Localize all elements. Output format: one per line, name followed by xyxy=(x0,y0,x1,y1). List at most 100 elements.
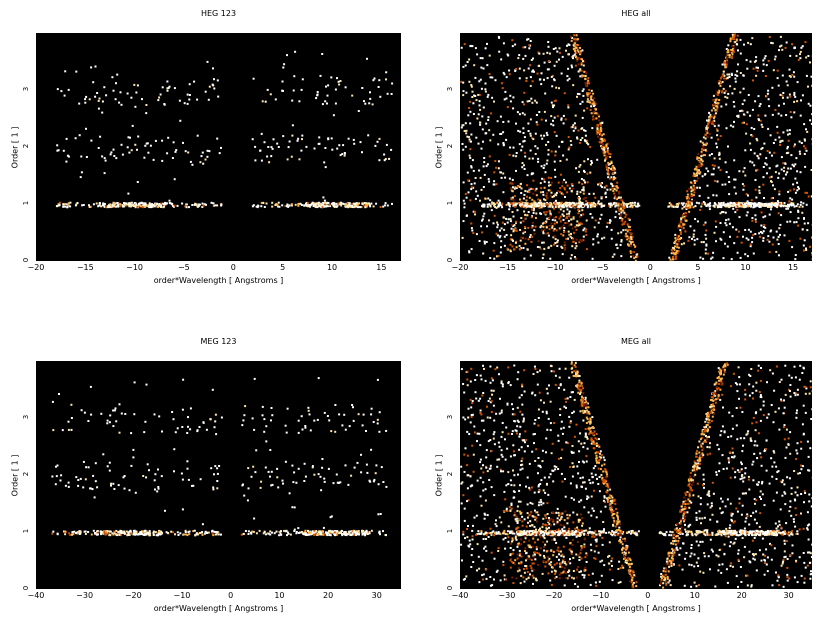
data-point xyxy=(152,534,155,536)
data-point xyxy=(503,235,506,238)
data-point xyxy=(468,251,471,254)
data-point xyxy=(490,533,493,536)
data-point xyxy=(152,530,155,533)
data-point xyxy=(607,161,610,164)
data-point xyxy=(352,138,355,141)
data-point xyxy=(605,164,608,167)
x-tick-label: 10 xyxy=(326,263,338,272)
data-point xyxy=(526,195,528,198)
data-point xyxy=(727,145,729,148)
data-point xyxy=(577,197,580,199)
data-point xyxy=(361,151,363,154)
data-point xyxy=(743,99,746,102)
data-point xyxy=(151,203,153,206)
data-point xyxy=(764,114,767,117)
data-point xyxy=(549,204,551,207)
data-point xyxy=(271,205,274,208)
data-point xyxy=(539,191,542,194)
data-point xyxy=(586,107,589,110)
data-point xyxy=(462,181,465,184)
data-point xyxy=(706,125,709,128)
data-point xyxy=(540,165,543,168)
data-point xyxy=(160,475,163,478)
data-point xyxy=(592,533,595,536)
data-point xyxy=(731,56,733,59)
data-point xyxy=(778,172,781,175)
data-point xyxy=(74,204,77,207)
data-point xyxy=(760,211,763,214)
data-point xyxy=(791,74,794,76)
data-point xyxy=(545,232,548,235)
data-point xyxy=(700,205,703,208)
data-point xyxy=(483,161,486,164)
data-point xyxy=(734,204,737,207)
data-point xyxy=(101,111,104,114)
data-point xyxy=(728,204,731,207)
data-point xyxy=(526,38,529,41)
data-point xyxy=(624,216,627,219)
data-point xyxy=(669,530,672,533)
data-point xyxy=(351,94,354,97)
data-point xyxy=(725,127,728,130)
data-point xyxy=(799,53,801,56)
data-point xyxy=(791,163,794,166)
data-point xyxy=(322,526,325,529)
data-point xyxy=(291,99,294,102)
data-point xyxy=(541,534,544,537)
data-point xyxy=(110,484,112,487)
data-point xyxy=(503,529,506,532)
data-point xyxy=(715,194,718,197)
data-point xyxy=(733,49,736,51)
data-point xyxy=(672,256,674,259)
data-point xyxy=(724,211,727,214)
data-point xyxy=(571,237,573,240)
data-point xyxy=(731,92,734,95)
data-point xyxy=(604,192,607,195)
data-point xyxy=(546,204,549,207)
data-point xyxy=(770,229,773,232)
data-point xyxy=(520,217,523,219)
data-point xyxy=(181,508,184,511)
data-point xyxy=(572,205,575,208)
data-point xyxy=(481,205,484,207)
data-point xyxy=(463,206,466,209)
data-point xyxy=(357,530,360,532)
data-point xyxy=(269,449,272,451)
data-point xyxy=(582,188,585,191)
data-point xyxy=(775,204,778,207)
data-point xyxy=(79,531,82,534)
data-point xyxy=(587,79,590,82)
data-point xyxy=(792,71,795,74)
data-point xyxy=(201,531,204,534)
data-point xyxy=(522,127,525,130)
data-point xyxy=(137,533,139,536)
data-point xyxy=(484,531,487,534)
data-point xyxy=(629,202,632,204)
data-point xyxy=(573,122,576,125)
data-point xyxy=(140,531,142,534)
data-point xyxy=(757,95,760,98)
x-tick-label: −15 xyxy=(76,263,94,272)
data-point xyxy=(623,206,626,209)
data-point xyxy=(182,141,184,144)
data-point xyxy=(375,464,378,467)
data-point xyxy=(323,411,326,414)
data-point xyxy=(586,93,589,96)
data-point xyxy=(578,198,581,201)
data-point xyxy=(157,468,159,471)
data-point xyxy=(712,107,715,110)
data-point xyxy=(503,73,506,76)
data-point xyxy=(216,531,219,533)
data-point xyxy=(195,532,198,535)
data-point xyxy=(787,190,790,193)
data-point xyxy=(718,80,721,83)
data-point xyxy=(76,202,79,204)
data-point xyxy=(187,416,189,419)
data-point xyxy=(587,204,590,207)
data-point xyxy=(483,205,486,208)
data-point xyxy=(762,532,765,535)
data-point xyxy=(146,142,149,145)
data-point xyxy=(383,204,386,207)
data-point xyxy=(567,205,569,208)
data-point xyxy=(208,150,211,153)
